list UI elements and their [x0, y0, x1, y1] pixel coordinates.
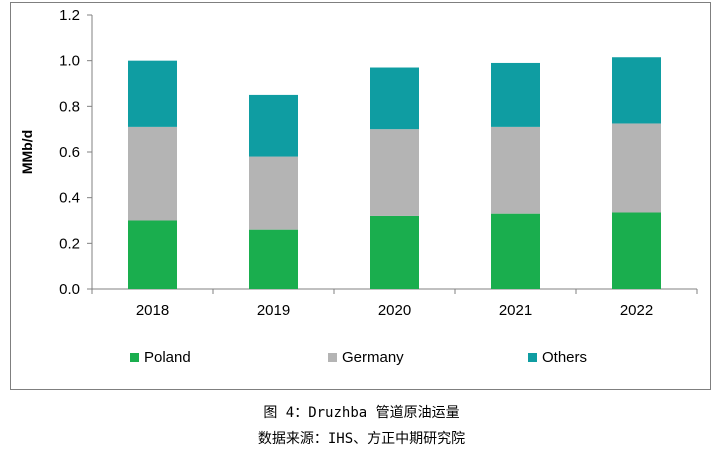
x-axis: 2018 2019 2020 2021 2022 — [91, 288, 698, 319]
legend-label-poland: Poland — [144, 349, 191, 366]
legend: Poland Germany Others — [130, 349, 587, 366]
x-tick-label: 2022 — [620, 302, 653, 319]
legend-label-germany: Germany — [342, 349, 404, 366]
y-axis: 0.0 0.2 0.4 0.6 0.8 1.0 1.2 — [59, 7, 93, 298]
x-tick-label: 2021 — [499, 302, 532, 319]
bar-others-2022 — [612, 57, 661, 124]
bar-germany-2019 — [249, 156, 298, 230]
bar-poland-2021 — [491, 213, 540, 289]
x-tick-label: 2018 — [136, 302, 169, 319]
bar-germany-2022 — [612, 123, 661, 213]
legend-swatch-germany — [328, 353, 337, 362]
bar-others-2019 — [249, 94, 298, 157]
bar-others-2018 — [128, 60, 177, 127]
figure-title: 图 4：Druzhba 管道原油运量 — [263, 405, 460, 421]
y-tick-label: 1.0 — [59, 53, 80, 70]
bar-poland-2022 — [612, 212, 661, 289]
bar-germany-2020 — [370, 129, 419, 216]
y-tick-label: 0.2 — [59, 235, 80, 252]
y-tick-label: 0.4 — [59, 190, 80, 207]
source-note: 数据来源：IHS、方正中期研究院 — [257, 431, 466, 447]
bars — [128, 57, 661, 289]
bar-others-2021 — [491, 62, 540, 127]
legend-label-others: Others — [542, 349, 587, 366]
y-tick-label: 0.8 — [59, 98, 80, 115]
x-tick-label: 2020 — [378, 302, 411, 319]
legend-swatch-others — [528, 353, 537, 362]
bar-poland-2020 — [370, 215, 419, 289]
bar-germany-2018 — [128, 126, 177, 221]
stacked-bar-chart: 0.00.20.40.60.81.01.2 2018 2019 2020 2021 20… — [19, 7, 698, 366]
bar-others-2020 — [370, 67, 419, 130]
bar-poland-2019 — [249, 229, 298, 289]
bar-poland-2018 — [128, 220, 177, 289]
y-tick-label: 1.2 — [59, 7, 80, 24]
bar-germany-2021 — [491, 126, 540, 214]
y-tick-label: 0.6 — [59, 144, 80, 161]
chart-frame — [10, 2, 711, 390]
legend-swatch-poland — [130, 353, 139, 362]
x-tick-label: 2019 — [257, 302, 290, 319]
y-axis-label: MMb/d — [19, 130, 35, 174]
y-tick-label: 0.0 — [59, 281, 80, 298]
